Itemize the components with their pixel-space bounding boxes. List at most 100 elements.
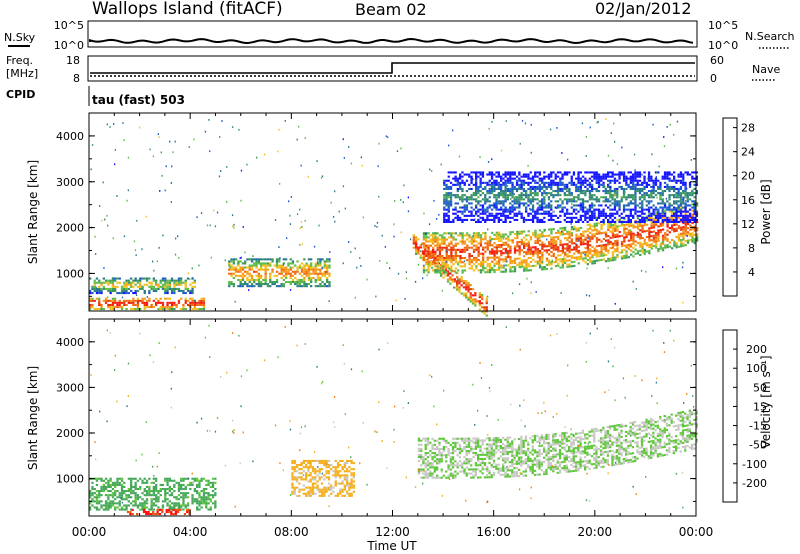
power-cell [671,216,674,219]
power-cell [629,202,632,205]
power-cell [509,216,512,219]
power-cell [470,261,473,264]
power-cell [655,244,658,247]
power-cell [613,206,617,209]
power-cell [523,230,526,233]
velocity-cell [527,466,530,469]
power-cell [478,304,481,307]
power-cell [425,246,428,249]
power-cell [547,173,551,176]
power-cell [584,192,587,195]
power-cell [451,280,454,283]
power-cell [487,295,489,298]
power-cell [296,266,299,269]
velocity-cell [481,468,484,471]
power-cell [262,258,265,261]
power-cell [691,240,694,243]
velocity-cell [529,459,532,462]
power-cell [495,260,498,263]
velocity-cell [424,476,427,479]
power-cell [447,202,450,205]
power-cell [282,283,285,286]
power-cell [673,206,676,209]
power-cell [275,278,279,281]
power-cell [650,185,653,188]
velocity-cell [506,450,509,453]
power-cell [577,179,580,182]
power-cell [677,225,681,228]
power-cell [566,202,569,205]
power-cell [554,190,557,193]
power-cell [616,187,619,190]
power-cell [504,252,508,255]
power-cell [534,181,537,184]
power-cell [323,274,326,277]
power-cell [677,179,680,182]
power-cell [665,197,667,200]
power-cell [461,271,464,274]
power-cell [289,214,291,217]
power-cell [456,187,459,190]
power-cell [269,276,272,279]
power-cell [294,283,297,286]
power-cell [673,220,676,223]
power-cell [456,194,459,197]
power-cell [657,250,660,253]
velocity-cell [442,474,446,477]
power-cell [507,264,510,267]
power-cell [461,236,464,239]
power-cell [497,202,500,205]
power-cell [502,214,505,217]
velocity-cell [470,439,473,442]
power-cell [650,179,653,182]
power-cell [609,222,612,225]
power-cell [486,246,489,249]
power-cell [166,289,169,292]
velocity-cell [429,441,432,444]
power-cell [116,301,119,304]
power-cell [159,301,162,304]
power-cell [534,229,537,232]
power-cell [375,295,377,298]
velocity-cell [497,457,500,460]
power-cell [639,245,642,248]
power-cell [531,198,535,201]
power-cell [490,187,494,190]
velocity-cell [506,453,509,456]
power-cell [666,237,669,240]
power-cell [675,267,678,270]
power-cell [607,154,610,157]
power-cell [584,261,587,264]
power-cell [632,238,635,241]
power-cell [545,206,548,209]
power-cell [652,187,655,190]
power-cell [564,237,567,240]
power-cell [361,164,363,167]
power-cell [91,303,94,306]
power-cell [536,260,539,263]
power-cell [260,281,263,284]
power-cell [465,288,468,291]
power-cell [655,176,657,178]
power-cell [686,227,690,230]
power-cell [452,129,454,132]
power-cell [497,181,500,184]
power-cell [648,217,651,220]
power-cell [481,298,484,301]
power-cell [509,270,512,273]
power-cell [552,181,555,184]
power-cell [563,187,566,190]
power-cell [627,233,630,236]
power-cell [344,207,346,210]
power-cell [488,181,491,184]
power-cell [602,223,605,226]
power-cell [589,252,592,255]
power-cell [273,274,276,277]
power-cell [445,183,448,186]
power-cell [202,306,206,309]
power-cell [550,194,553,197]
power-cell [172,151,174,154]
power-cell [450,252,453,255]
power-cell [520,196,523,199]
velocity-cell [538,461,541,464]
